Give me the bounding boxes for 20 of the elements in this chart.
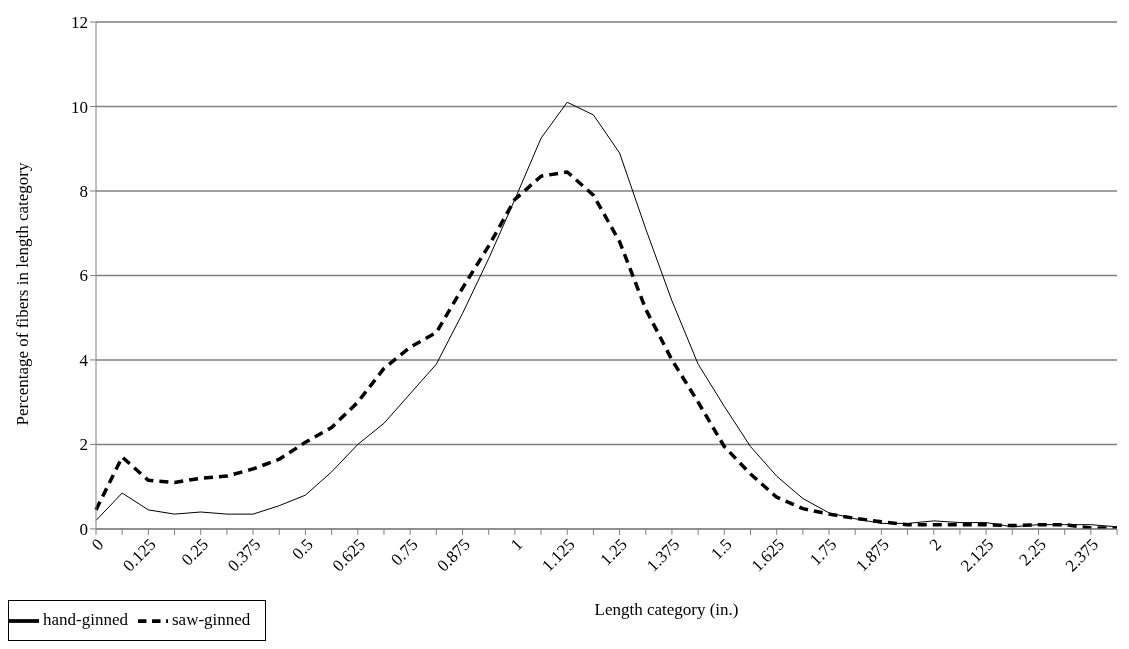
y-tick-label: 4 — [79, 350, 89, 370]
y-tick-label: 6 — [79, 266, 88, 286]
y-tick-label: 10 — [71, 97, 88, 117]
x-tick-label: 1.5 — [707, 534, 736, 564]
x-axis-title: Length category (in.) — [594, 599, 739, 619]
x-tick-label: 0.75 — [387, 534, 422, 570]
y-tick-label: 2 — [79, 435, 88, 455]
y-tick-label: 12 — [71, 13, 88, 33]
y-axis-title: Percentage of fibers in length category — [13, 162, 33, 426]
x-tick-label: 1 — [506, 534, 527, 555]
x-tick-label: 1.75 — [805, 534, 841, 570]
x-tick-label: 2.25 — [1015, 534, 1050, 570]
y-tick-label: 8 — [79, 182, 88, 201]
x-tick-label: 0.5 — [288, 534, 317, 564]
x-tick-label: 1.25 — [596, 534, 631, 570]
x-tick-label: 2 — [925, 534, 946, 555]
legend-label: saw-ginned — [171, 609, 251, 629]
x-tick-label: 0.25 — [177, 534, 213, 570]
legend-label: hand-ginned — [43, 609, 128, 629]
y-tick-label: 0 — [79, 519, 88, 539]
